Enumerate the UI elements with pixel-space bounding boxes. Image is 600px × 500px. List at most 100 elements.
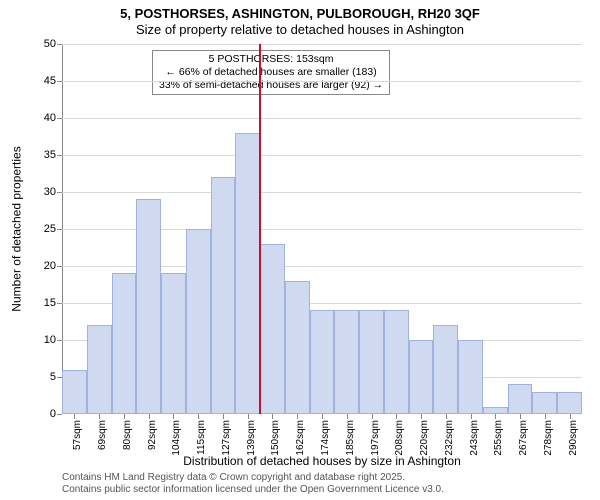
y-tick-label: 35 (44, 149, 56, 161)
histogram-bar (557, 392, 582, 414)
histogram-bar (62, 370, 87, 414)
y-tick-mark (57, 414, 62, 415)
x-tick-mark (223, 414, 224, 419)
x-tick-mark (272, 414, 273, 419)
histogram-bar (87, 325, 112, 414)
y-tick-mark (57, 44, 62, 45)
histogram-bar (532, 392, 557, 414)
x-tick-label: 232sqm (444, 420, 455, 456)
y-tick-mark (57, 229, 62, 230)
histogram-bar (409, 340, 434, 414)
x-tick-label: 69sqm (97, 420, 108, 450)
x-tick-mark (248, 414, 249, 419)
histogram-bar (136, 199, 161, 414)
y-tick-mark (57, 340, 62, 341)
footer-attribution: Contains HM Land Registry data © Crown c… (62, 472, 582, 496)
x-tick-label: 255sqm (493, 420, 504, 456)
x-tick-label: 174sqm (320, 420, 331, 456)
annotation-line2: ← 66% of detached houses are smaller (18… (159, 66, 383, 79)
x-tick-label: 57sqm (72, 420, 83, 450)
x-tick-label: 139sqm (246, 420, 257, 456)
histogram-bar (508, 384, 533, 414)
x-tick-label: 197sqm (370, 420, 381, 456)
marker-line (259, 44, 261, 414)
y-axis-title: Number of detached properties (10, 44, 24, 414)
x-tick-mark (99, 414, 100, 419)
y-tick-label: 0 (50, 408, 56, 420)
x-tick-mark (297, 414, 298, 419)
histogram-bar (310, 310, 335, 414)
x-tick-label: 208sqm (394, 420, 405, 456)
x-tick-mark (545, 414, 546, 419)
x-tick-label: 290sqm (568, 420, 579, 456)
histogram-bar (433, 325, 458, 414)
histogram-bar (235, 133, 260, 414)
x-tick-label: 92sqm (147, 420, 158, 450)
x-tick-mark (372, 414, 373, 419)
y-tick-label: 50 (44, 38, 56, 50)
histogram-bar (285, 281, 310, 414)
x-tick-label: 162sqm (295, 420, 306, 456)
footer-line2: Contains public sector information licen… (62, 484, 582, 496)
grid-line (62, 118, 582, 119)
histogram-bar (112, 273, 137, 414)
x-tick-label: 115sqm (196, 420, 207, 455)
y-tick-mark (57, 81, 62, 82)
page-subtitle: Size of property relative to detached ho… (0, 22, 600, 42)
x-tick-mark (149, 414, 150, 419)
page-title: 5, POSTHORSES, ASHINGTON, PULBOROUGH, RH… (0, 0, 600, 22)
histogram-bar (161, 273, 186, 414)
histogram-bar (260, 244, 285, 414)
y-tick-label: 15 (44, 297, 56, 309)
histogram-bar (211, 177, 236, 414)
histogram-bar (483, 407, 508, 414)
x-tick-mark (198, 414, 199, 419)
x-tick-mark (396, 414, 397, 419)
x-tick-mark (347, 414, 348, 419)
y-tick-label: 25 (44, 223, 56, 235)
x-tick-label: 104sqm (171, 420, 182, 456)
x-tick-mark (570, 414, 571, 419)
y-tick-label: 30 (44, 186, 56, 198)
x-tick-mark (173, 414, 174, 419)
x-tick-label: 243sqm (469, 420, 480, 456)
annotation-box: 5 POSTHORSES: 153sqm ← 66% of detached h… (152, 50, 390, 95)
x-tick-mark (322, 414, 323, 419)
y-tick-label: 40 (44, 112, 56, 124)
x-tick-label: 267sqm (518, 420, 529, 456)
y-tick-mark (57, 118, 62, 119)
x-tick-label: 220sqm (419, 420, 430, 456)
x-tick-label: 127sqm (221, 420, 232, 456)
footer-line1: Contains HM Land Registry data © Crown c… (62, 472, 582, 484)
x-tick-label: 80sqm (122, 420, 133, 450)
grid-line (62, 81, 582, 82)
x-tick-mark (520, 414, 521, 419)
x-tick-label: 278sqm (543, 420, 554, 456)
x-tick-mark (124, 414, 125, 419)
grid-line (62, 44, 582, 45)
y-tick-mark (57, 303, 62, 304)
y-tick-label: 10 (44, 334, 56, 346)
annotation-line1: 5 POSTHORSES: 153sqm (159, 53, 383, 66)
x-tick-mark (446, 414, 447, 419)
y-tick-label: 45 (44, 75, 56, 87)
x-tick-mark (74, 414, 75, 419)
histogram-bar (384, 310, 409, 414)
y-tick-mark (57, 192, 62, 193)
x-tick-mark (421, 414, 422, 419)
x-tick-mark (495, 414, 496, 419)
y-tick-mark (57, 155, 62, 156)
grid-line (62, 192, 582, 193)
y-tick-mark (57, 266, 62, 267)
x-axis-title: Distribution of detached houses by size … (62, 454, 582, 468)
histogram-bar (359, 310, 384, 414)
y-tick-label: 5 (50, 371, 56, 383)
histogram-plot: 5 POSTHORSES: 153sqm ← 66% of detached h… (62, 44, 582, 414)
y-tick-label: 20 (44, 260, 56, 272)
x-tick-mark (471, 414, 472, 419)
grid-line (62, 155, 582, 156)
histogram-bar (334, 310, 359, 414)
x-tick-label: 150sqm (270, 420, 281, 456)
histogram-bar (458, 340, 483, 414)
histogram-bar (186, 229, 211, 414)
